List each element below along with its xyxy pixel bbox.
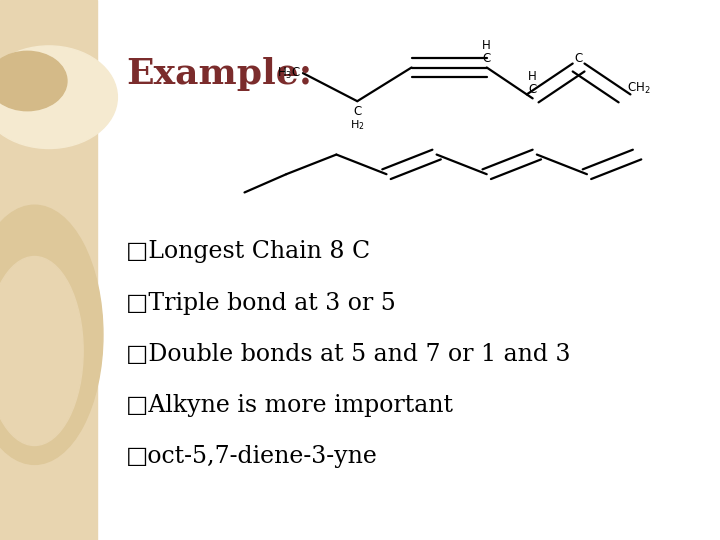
Text: C: C bbox=[353, 105, 361, 118]
Text: □oct-5,7-diene-3-yne: □oct-5,7-diene-3-yne bbox=[126, 446, 378, 469]
Text: C: C bbox=[528, 83, 537, 96]
Text: C: C bbox=[482, 52, 491, 65]
Text: $\mathregular{CH_2}$: $\mathregular{CH_2}$ bbox=[626, 80, 650, 96]
Text: C: C bbox=[575, 52, 582, 65]
Text: Example:: Example: bbox=[126, 57, 312, 91]
Ellipse shape bbox=[0, 256, 84, 446]
Text: □Double bonds at 5 and 7 or 1 and 3: □Double bonds at 5 and 7 or 1 and 3 bbox=[126, 343, 570, 366]
Circle shape bbox=[0, 51, 67, 111]
Bar bbox=[0, 0, 97, 540]
Text: □Alkyne is more important: □Alkyne is more important bbox=[126, 394, 453, 417]
Text: □Triple bond at 3 or 5: □Triple bond at 3 or 5 bbox=[126, 292, 396, 315]
Ellipse shape bbox=[0, 205, 103, 464]
Circle shape bbox=[0, 46, 117, 148]
Text: $\mathregular{H_2}$: $\mathregular{H_2}$ bbox=[350, 118, 364, 132]
Text: □Longest Chain 8 C: □Longest Chain 8 C bbox=[126, 240, 370, 264]
Text: H: H bbox=[482, 39, 491, 52]
Text: H: H bbox=[528, 70, 537, 83]
Bar bbox=[0, 0, 97, 540]
Text: $\mathregular{H_3C}$: $\mathregular{H_3C}$ bbox=[276, 65, 301, 80]
